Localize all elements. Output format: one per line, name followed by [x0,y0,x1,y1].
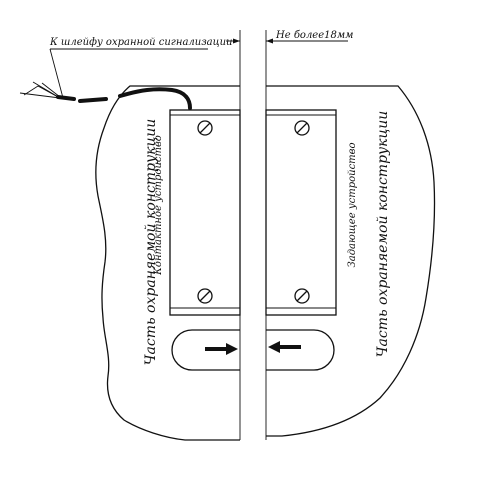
signal-loop-label: К шлейфу охранной сигнализации [49,37,233,48]
arrow-left-icon [268,341,301,353]
left-structure-label: Часть охраняемой конструкции [143,119,159,366]
contact-device-label: Контактное устройство [153,135,164,276]
contact-device-screw-top-icon [197,120,213,136]
signal-loop-callout: К шлейфу охранной сигнализации [49,37,233,99]
gap-dimension-label: Не более18мм [275,30,353,41]
right-slot [266,329,335,371]
contact-device-screw-bottom-icon [197,288,213,304]
setting-device-label: Задающее устройство [347,143,358,268]
arrow-right-icon [205,343,238,355]
left-slot [171,329,240,371]
contact-device-plate [169,109,241,316]
gap-dimension: Не более18мм [226,30,353,44]
setting-device-screw-bottom-icon [294,288,310,304]
contact-device [169,109,241,316]
left-structure-outline [95,85,240,441]
setting-device [265,109,337,316]
signal-cable [19,81,192,110]
setting-device-screw-top-icon [294,120,310,136]
right-structure-outline [266,85,436,437]
setting-device-plate [265,109,337,316]
right-structure-label: Часть охраняемой конструкции [375,111,391,358]
